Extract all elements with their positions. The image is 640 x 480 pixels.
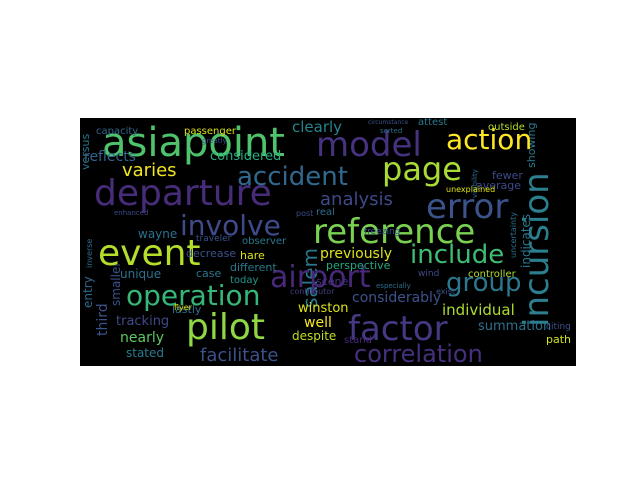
word: case: [196, 267, 222, 280]
word: clearly: [292, 118, 343, 136]
word: pilot: [186, 307, 265, 348]
word: well: [304, 315, 332, 331]
word: considered: [210, 149, 282, 164]
word: enhanced: [114, 209, 149, 217]
word: varies: [122, 160, 177, 181]
word: observer: [242, 236, 287, 247]
word: average: [476, 179, 522, 192]
word: unexplained: [446, 185, 496, 194]
word: group: [446, 268, 522, 298]
word: correlation: [354, 340, 483, 366]
word: previously: [320, 246, 393, 262]
word: contributor: [290, 287, 335, 296]
word: inverse: [85, 238, 94, 268]
word: post: [296, 209, 314, 218]
word: exist: [436, 287, 456, 296]
word: fewer: [492, 169, 523, 182]
word: error: [426, 187, 509, 227]
word: capacity: [96, 126, 139, 137]
word: considerably: [352, 290, 442, 306]
word: entry: [81, 276, 95, 308]
word: unique: [120, 267, 162, 281]
word: nearly: [120, 330, 164, 346]
word: freezing: [364, 227, 401, 237]
word: citing: [546, 322, 571, 332]
word: hare: [240, 249, 265, 262]
word-cloud: incursion salem third entry smaller vers…: [80, 118, 576, 366]
word: greatly: [202, 137, 227, 145]
word: involve: [180, 209, 281, 242]
word: passenger: [184, 126, 236, 137]
word: decrease: [186, 247, 237, 260]
word: third: [95, 303, 111, 336]
word: tracking: [116, 314, 170, 329]
word: attest: [418, 118, 448, 128]
word: different: [230, 261, 277, 274]
word: individual: [442, 301, 515, 319]
word: lastly: [172, 303, 202, 316]
word: wind: [418, 269, 440, 279]
word: flyer: [174, 303, 192, 312]
word: reflects: [84, 149, 136, 165]
word: uncertainty: [509, 212, 518, 258]
word: outside: [488, 122, 525, 133]
word: action: [446, 123, 533, 156]
word: wayne: [138, 227, 178, 241]
word: analysis: [320, 189, 393, 210]
word: scene: [316, 275, 349, 288]
word: stated: [126, 346, 165, 360]
word: model: [316, 125, 422, 165]
word: real: [316, 207, 335, 218]
word: indicates: [519, 213, 533, 268]
word: facilitate: [200, 345, 279, 366]
word: factor: [348, 309, 448, 349]
word: perspective: [326, 259, 391, 272]
word: airport: [270, 260, 371, 295]
word: despite: [292, 329, 337, 343]
word: traveler: [196, 234, 232, 244]
word: winston: [298, 301, 349, 316]
word: controller: [468, 269, 516, 280]
word: asiapoint: [102, 120, 285, 166]
word: accident: [237, 162, 348, 192]
word: especially: [376, 282, 411, 290]
word: circumstance: [368, 119, 409, 126]
word: departure: [94, 173, 272, 214]
word: include: [410, 240, 505, 270]
word: today: [230, 275, 259, 286]
word: operation: [126, 279, 261, 312]
word: sorted: [380, 127, 403, 135]
word: stand: [344, 335, 372, 346]
word: event: [98, 233, 201, 274]
word: page: [382, 150, 462, 188]
word: reference: [313, 212, 476, 252]
word: summation: [478, 319, 552, 334]
word: path: [546, 333, 572, 346]
